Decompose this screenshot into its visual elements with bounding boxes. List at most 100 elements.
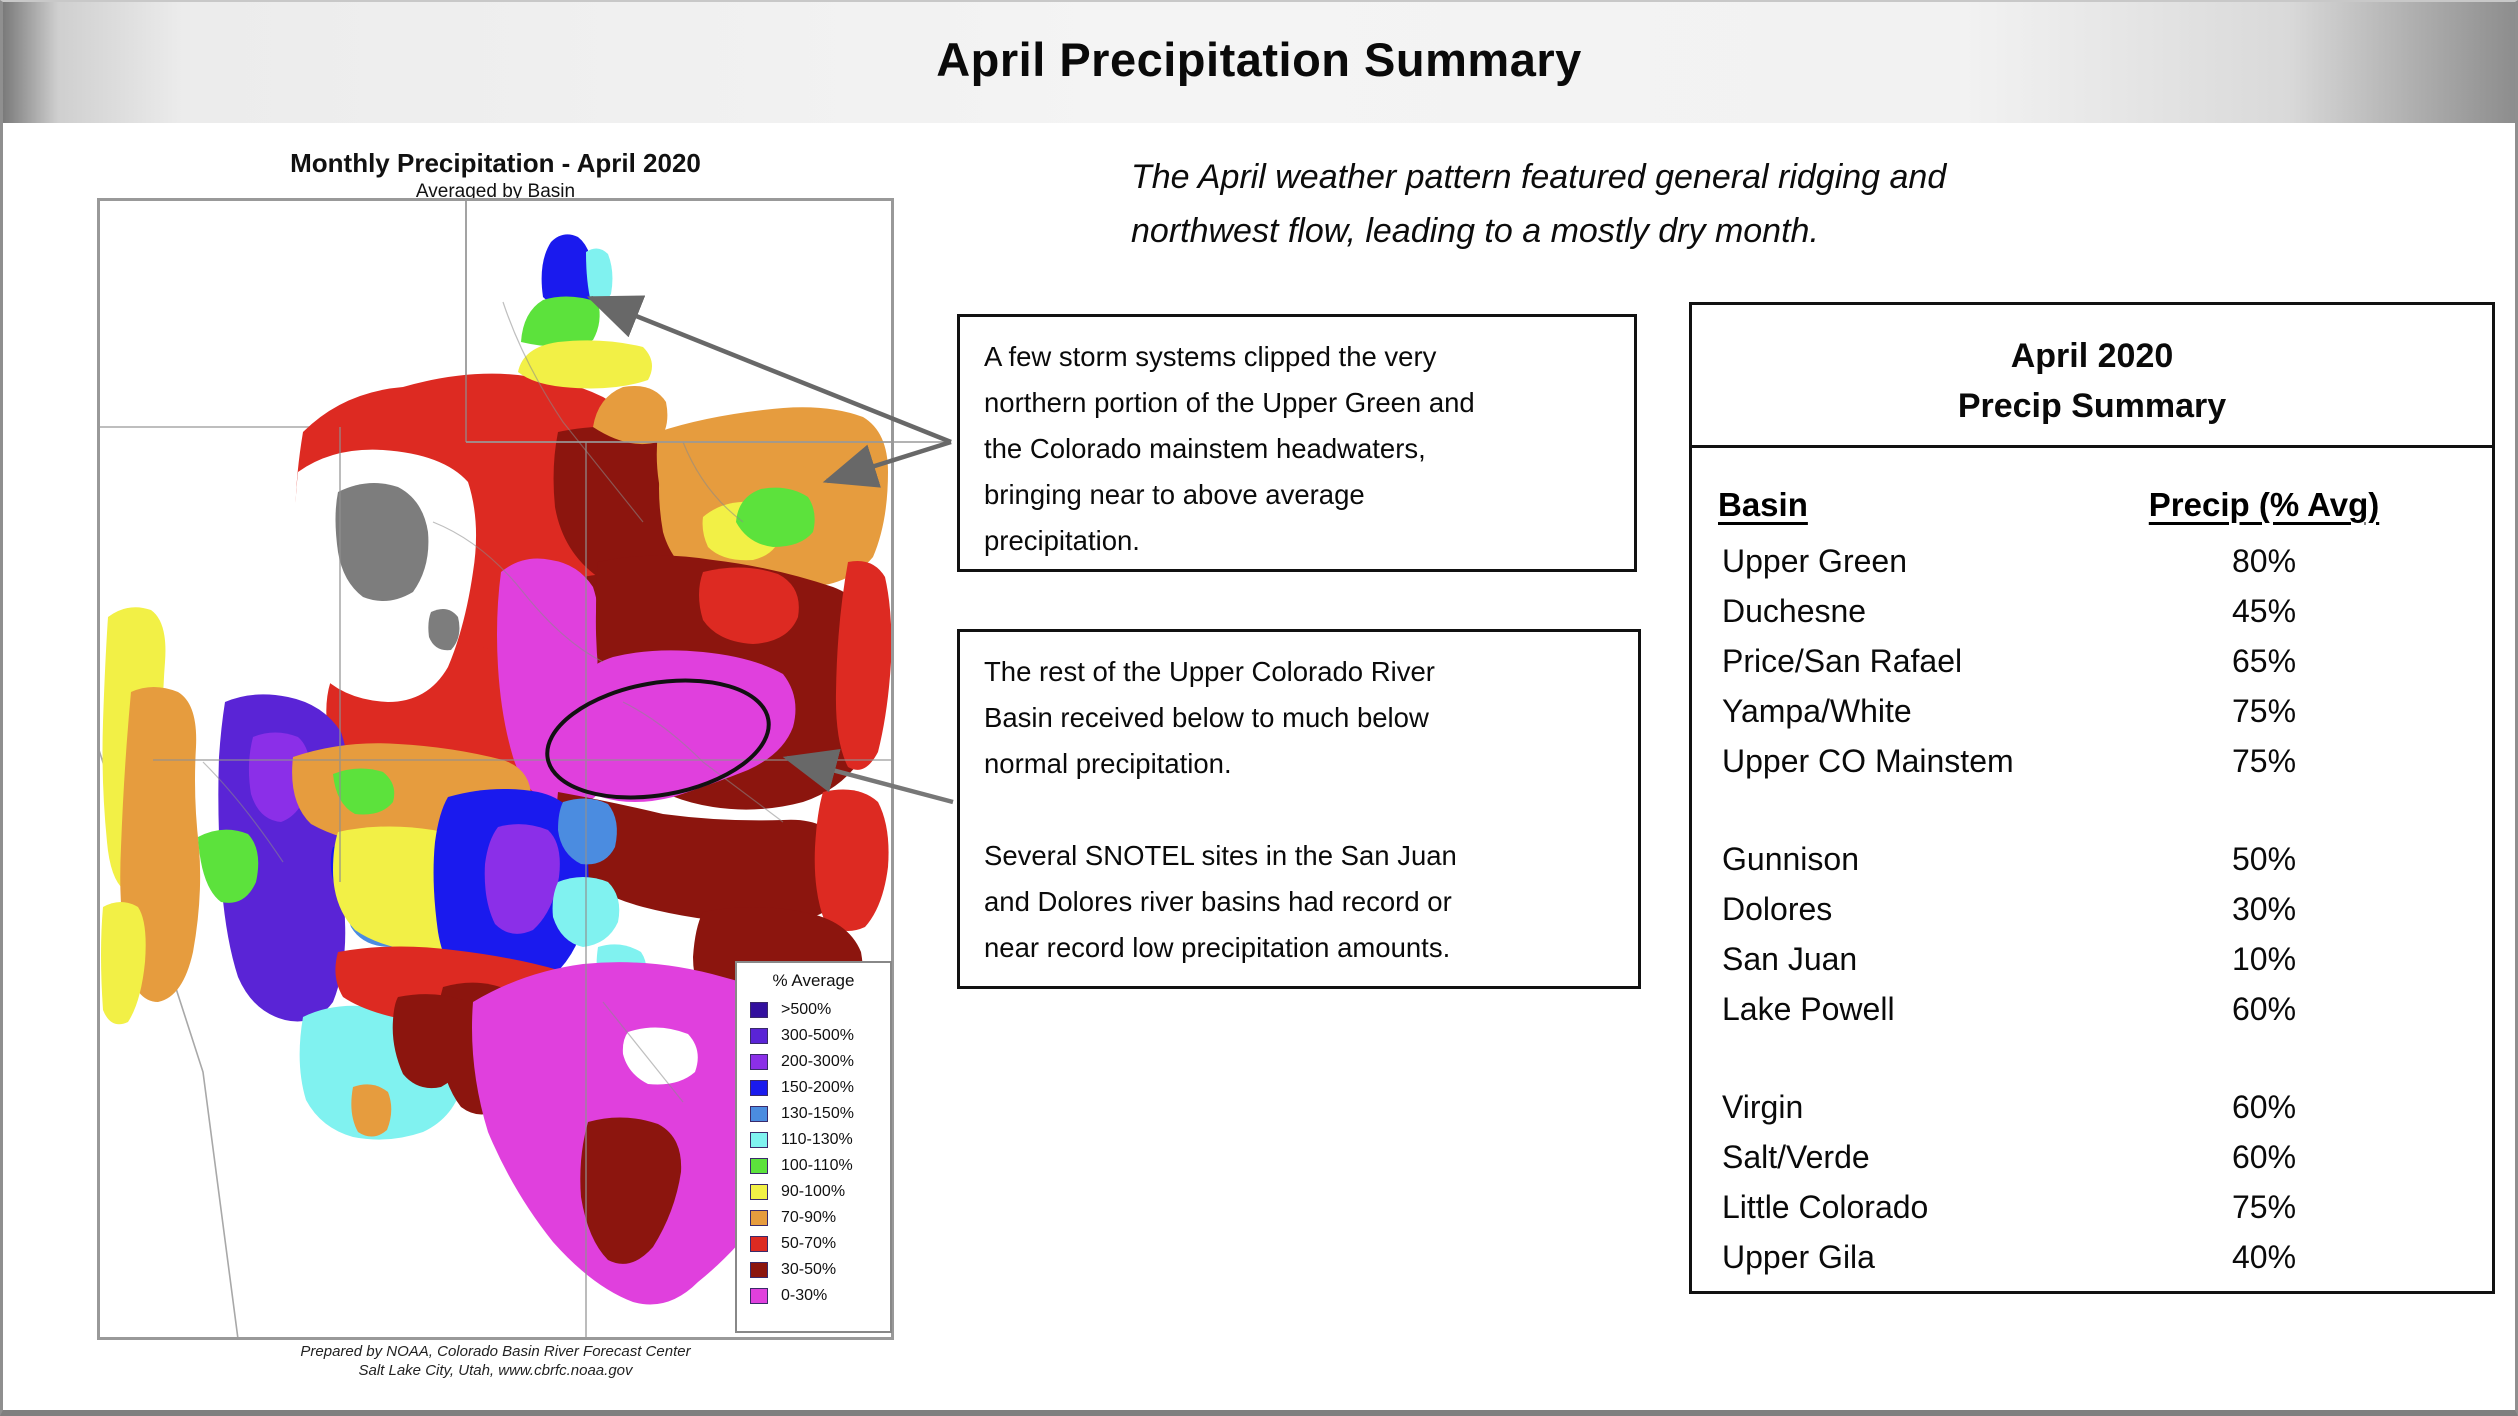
basin-name: Little Colorado: [1722, 1188, 1929, 1225]
table-row: Yampa/White 75%: [1692, 686, 2492, 736]
legend-label: 300-500%: [781, 1027, 854, 1044]
callout-box-snotel: The rest of the Upper Colorado River Basi…: [957, 629, 1641, 989]
table-title-line: Precip Summary: [1957, 387, 2227, 425]
legend-label: 110-130%: [781, 1131, 853, 1148]
table-row: Dolores 30%: [1692, 884, 2492, 934]
callout-line: and Dolores river basins had record or: [984, 886, 1452, 917]
basin-name: Upper Green: [1722, 542, 1907, 579]
precip-value: 40%: [2231, 1238, 2297, 1275]
precip-value: 75%: [2231, 692, 2297, 729]
basin-name: Dolores: [1722, 890, 1833, 927]
column-header-precip: Precip (% Avg): [2148, 486, 2380, 523]
legend-item: 30-50%: [737, 1257, 890, 1283]
basin-name: Upper Gila: [1722, 1238, 1875, 1275]
legend-rows: >500% 300-500% 200-300% 150-200% 130-150% 110…: [737, 997, 890, 1309]
map-subtitle: Averaged by Basin: [415, 181, 576, 202]
basin-name: Upper CO Mainstem: [1722, 742, 2014, 779]
map-title: Monthly Precipitation - April 2020: [290, 148, 701, 178]
table-group-gap: [1692, 1034, 2492, 1082]
legend-label: 150-200%: [781, 1079, 854, 1096]
legend-swatch: [750, 1210, 768, 1226]
table-row: Little Colorado 75%: [1692, 1182, 2492, 1232]
map-legend: % Average >500% 300-500% 200-300% 150-200% 1…: [735, 961, 892, 1333]
legend-item: 110-130%: [737, 1127, 890, 1153]
basin-name: San Juan: [1722, 940, 1858, 977]
basin-name: Salt/Verde: [1722, 1138, 1870, 1175]
legend-swatch: [750, 1236, 768, 1252]
legend-item: 150-200%: [737, 1075, 890, 1101]
table-rows: Upper Green 80% Duchesne 45% Price/San Rafae…: [1692, 536, 2492, 1282]
basin-name: Duchesne: [1722, 592, 1867, 629]
table-row: Salt/Verde 60%: [1692, 1132, 2492, 1182]
precip-value: 60%: [2231, 1088, 2297, 1125]
legend-swatch: [750, 1132, 768, 1148]
legend-label: 50-70%: [781, 1235, 837, 1252]
intro-line: The April weather pattern featured gener…: [1131, 158, 1947, 196]
legend-label: 130-150%: [781, 1105, 854, 1122]
table-row: Upper Gila 40%: [1692, 1232, 2492, 1282]
legend-swatch: [750, 1288, 768, 1304]
callout-box-storms: A few storm systems clipped the very nort…: [957, 314, 1637, 572]
legend-label: 70-90%: [781, 1209, 837, 1226]
legend-label: 0-30%: [781, 1287, 828, 1304]
table-row: Duchesne 45%: [1692, 586, 2492, 636]
legend-swatch: [750, 1054, 768, 1070]
legend-item: 0-30%: [737, 1283, 890, 1309]
precip-value: 10%: [2231, 940, 2297, 977]
attribution-line: Salt Lake City, Utah, www.cbrfc.noaa.gov: [358, 1362, 633, 1379]
callout-line: precipitation.: [984, 525, 1140, 556]
legend-swatch: [750, 1106, 768, 1122]
callout-line: A few storm systems clipped the very: [984, 341, 1437, 372]
legend-item: 130-150%: [737, 1101, 890, 1127]
basin-name: Gunnison: [1722, 840, 1859, 877]
legend-swatch: [750, 1262, 768, 1278]
callout-line: The rest of the Upper Colorado River: [984, 656, 1435, 687]
table-title: April 2020 Precip Summary: [1692, 305, 2492, 448]
legend-label: 30-50%: [781, 1261, 837, 1278]
intro-text: The April weather pattern featured gener…: [1131, 150, 2331, 258]
legend-item: 100-110%: [737, 1153, 890, 1179]
callout-line: normal precipitation.: [984, 748, 1232, 779]
precip-value: 65%: [2231, 642, 2297, 679]
precip-value: 50%: [2231, 840, 2297, 877]
legend-item: 70-90%: [737, 1205, 890, 1231]
precip-value: 60%: [2231, 1138, 2297, 1175]
table-row: Upper Green 80%: [1692, 536, 2492, 586]
table-row: San Juan 10%: [1692, 934, 2492, 984]
legend-item: 200-300%: [737, 1049, 890, 1075]
precip-value: 30%: [2231, 890, 2297, 927]
callout-line: near record low precipitation amounts.: [984, 932, 1451, 963]
basin-name: Yampa/White: [1722, 692, 1912, 729]
precip-value: 60%: [2231, 990, 2297, 1027]
callout-line: the Colorado mainstem headwaters,: [984, 433, 1426, 464]
callout-line: bringing near to above average: [984, 479, 1365, 510]
legend-item: 90-100%: [737, 1179, 890, 1205]
legend-swatch: [750, 1080, 768, 1096]
table-row: Lake Powell 60%: [1692, 984, 2492, 1034]
precip-value: 75%: [2231, 1188, 2297, 1225]
legend-label: 200-300%: [781, 1053, 854, 1070]
legend-swatch: [750, 1184, 768, 1200]
legend-label: >500%: [781, 1001, 832, 1018]
attribution-line: Prepared by NOAA, Colorado Basin River F…: [300, 1343, 691, 1360]
callout-line: [984, 787, 1614, 833]
legend-item: 50-70%: [737, 1231, 890, 1257]
table-group-gap: [1692, 786, 2492, 834]
legend-item: 300-500%: [737, 1023, 890, 1049]
legend-swatch: [750, 1158, 768, 1174]
callout-line: Several SNOTEL sites in the San Juan: [984, 840, 1457, 871]
basin-name: Virgin: [1722, 1088, 1804, 1125]
table-row: Price/San Rafael 65%: [1692, 636, 2492, 686]
precip-value: 80%: [2231, 542, 2297, 579]
table-row: Virgin 60%: [1692, 1082, 2492, 1132]
precip-value: 75%: [2231, 742, 2297, 779]
legend-item: >500%: [737, 997, 890, 1023]
precip-summary-table: April 2020 Precip Summary Basin Precip (…: [1689, 302, 2495, 1294]
table-row: Gunnison 50%: [1692, 834, 2492, 884]
table-row: Upper CO Mainstem 75%: [1692, 736, 2492, 786]
legend-label: 100-110%: [781, 1157, 853, 1174]
column-header-basin: Basin: [1718, 486, 1808, 523]
page-title: April Precipitation Summary: [936, 33, 1582, 86]
legend-title: % Average: [772, 971, 855, 990]
